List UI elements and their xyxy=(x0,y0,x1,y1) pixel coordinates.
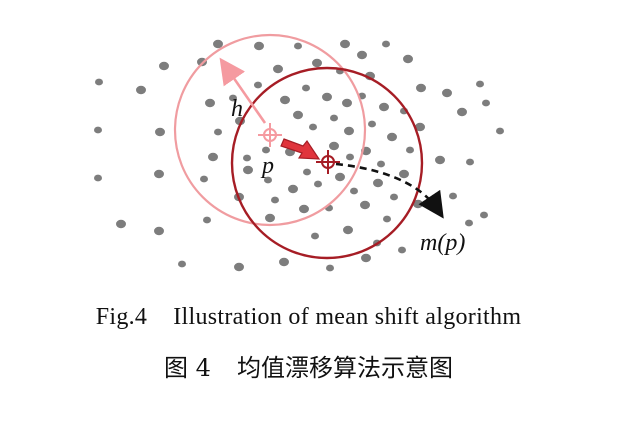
point-label: p xyxy=(260,153,274,179)
data-point xyxy=(466,158,474,166)
data-point xyxy=(271,196,279,204)
data-point xyxy=(340,39,350,49)
data-point xyxy=(377,160,385,168)
data-point xyxy=(200,175,208,183)
data-point xyxy=(435,155,445,165)
data-point xyxy=(415,122,425,132)
data-point xyxy=(95,78,103,86)
data-point xyxy=(208,152,218,162)
data-point xyxy=(373,178,383,188)
data-point xyxy=(342,98,352,108)
data-point xyxy=(403,54,413,64)
data-point xyxy=(154,226,164,236)
data-point xyxy=(457,107,467,117)
data-point xyxy=(329,141,339,151)
caption-cn-label: 图 4 xyxy=(164,354,211,382)
data-point xyxy=(346,153,354,161)
data-point xyxy=(234,262,244,272)
data-point xyxy=(159,61,169,71)
data-point xyxy=(311,232,319,240)
data-point xyxy=(387,132,397,142)
data-point xyxy=(312,58,322,68)
data-point xyxy=(361,253,371,263)
shift-arrow xyxy=(280,138,321,160)
data-point xyxy=(357,50,367,60)
data-point xyxy=(416,83,426,93)
data-point xyxy=(344,126,354,136)
data-point xyxy=(280,95,290,105)
data-point xyxy=(382,40,390,48)
data-point xyxy=(398,246,406,254)
data-point xyxy=(243,154,251,162)
data-point xyxy=(309,123,317,131)
data-point xyxy=(302,84,310,92)
data-point xyxy=(350,187,358,195)
data-point xyxy=(299,204,309,214)
data-point xyxy=(243,165,253,175)
data-point xyxy=(496,127,504,135)
data-point xyxy=(399,169,409,179)
data-point xyxy=(482,99,490,107)
radius-label: h xyxy=(231,96,243,122)
data-point xyxy=(390,193,398,201)
data-point xyxy=(265,213,275,223)
data-point xyxy=(480,211,488,219)
data-point xyxy=(178,260,186,268)
data-point xyxy=(343,225,353,235)
initial-window-circle xyxy=(173,33,367,227)
data-point xyxy=(476,80,484,88)
initial-center-marker xyxy=(258,123,282,147)
data-point xyxy=(330,114,338,122)
mean-shift-svg: h p m(p) xyxy=(94,33,504,272)
data-point xyxy=(288,184,298,194)
data-point xyxy=(360,200,370,210)
data-point xyxy=(442,88,452,98)
data-point xyxy=(136,85,146,95)
data-point xyxy=(213,39,223,49)
caption-english: Fig.4 Illustration of mean shift algorith… xyxy=(0,304,617,331)
data-point xyxy=(322,92,332,102)
data-point xyxy=(94,174,102,182)
shifted-window-circle xyxy=(230,66,424,260)
mean-shift-trajectory xyxy=(335,162,444,219)
data-point xyxy=(203,216,211,224)
data-point xyxy=(229,94,237,102)
data-point xyxy=(368,120,376,128)
mean-label: m(p) xyxy=(420,230,465,256)
data-point xyxy=(254,81,262,89)
radius-arrow xyxy=(219,57,267,124)
data-point xyxy=(262,146,270,154)
data-point xyxy=(465,219,473,227)
mean-shift-diagram: h p m(p) xyxy=(94,33,504,272)
data-point xyxy=(155,127,165,137)
data-point xyxy=(279,257,289,267)
data-point xyxy=(294,42,302,50)
caption-en-label: Fig.4 xyxy=(95,304,148,330)
data-point xyxy=(264,176,272,184)
data-point xyxy=(205,98,215,108)
caption-chinese: 图 4 均值漂移算法示意图 xyxy=(0,348,617,383)
data-point xyxy=(293,110,303,120)
data-point xyxy=(326,264,334,272)
data-point xyxy=(314,180,322,188)
data-point xyxy=(254,41,264,51)
data-point xyxy=(273,64,283,74)
data-point xyxy=(406,146,414,154)
data-point xyxy=(94,126,102,134)
data-point xyxy=(214,128,222,136)
caption-cn-text: 均值漂移算法示意图 xyxy=(236,354,453,382)
shifted-center-marker xyxy=(316,150,340,174)
data-point xyxy=(379,102,389,112)
data-point xyxy=(335,172,345,182)
data-point xyxy=(383,215,391,223)
data-point xyxy=(154,169,164,179)
data-point xyxy=(116,219,126,229)
data-point xyxy=(303,168,311,176)
data-point xyxy=(449,192,457,200)
caption-en-text: Illustration of mean shift algorithm xyxy=(173,304,522,330)
